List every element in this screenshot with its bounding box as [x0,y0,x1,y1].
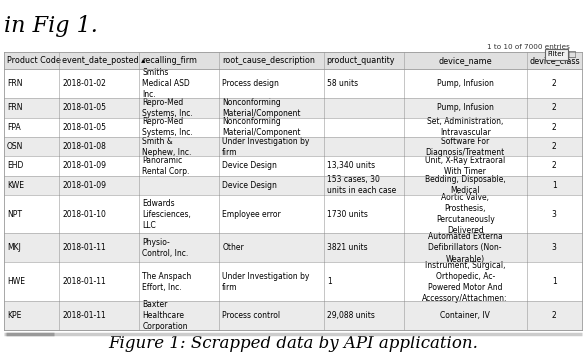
Text: Other: Other [222,243,244,252]
Text: OSN: OSN [7,142,23,151]
Text: 29,088 units: 29,088 units [327,311,374,320]
Text: Repro-Med
Systems, Inc.: Repro-Med Systems, Inc. [142,117,193,138]
Text: NPT: NPT [7,210,22,219]
Text: KWE: KWE [7,181,24,190]
Bar [4,98,582,118]
Text: 2: 2 [552,103,557,112]
Text: 153 cases, 30
units in each case: 153 cases, 30 units in each case [327,175,396,195]
Text: MKJ: MKJ [7,243,21,252]
Text: 2: 2 [552,142,557,151]
Bar [4,52,582,69]
Text: Pump, Infusion: Pump, Infusion [437,103,493,112]
Text: 2: 2 [552,79,557,88]
Text: 2018-01-11: 2018-01-11 [62,311,106,320]
Text: The Anspach
Effort, Inc.: The Anspach Effort, Inc. [142,272,192,292]
Text: event_date_posted ▴: event_date_posted ▴ [62,56,145,65]
Text: 2: 2 [552,311,557,320]
Text: Instrument, Surgical,
Orthopedic, Ac-
Powered Motor And
Accessory/Attachmen:: Instrument, Surgical, Orthopedic, Ac- Po… [423,261,508,303]
Text: Process control: Process control [222,311,280,320]
Text: Smith &
Nephew, Inc.: Smith & Nephew, Inc. [142,136,192,157]
Bar [4,195,582,234]
Bar [4,301,582,330]
Text: 2018-01-02: 2018-01-02 [62,79,106,88]
Bar [4,137,582,156]
Text: Nonconforming
Material/Component: Nonconforming Material/Component [222,98,301,118]
Text: 3: 3 [552,243,557,252]
Bar [4,118,582,137]
Text: □: □ [567,49,575,58]
Text: recalling_firm: recalling_firm [142,56,197,65]
Text: FRN: FRN [7,79,22,88]
Text: EHD: EHD [7,161,23,170]
Bar [4,262,582,301]
Text: Edwards
Lifesciences,
LLC: Edwards Lifesciences, LLC [142,199,191,230]
Text: 2: 2 [552,123,557,132]
Text: 13,340 units: 13,340 units [327,161,375,170]
FancyBboxPatch shape [544,49,567,59]
Text: KPE: KPE [7,311,21,320]
Text: Aortic Valve,
Prosthesis,
Percutaneously
Delivered: Aortic Valve, Prosthesis, Percutaneously… [436,193,495,235]
Text: 2018-01-05: 2018-01-05 [62,123,106,132]
Text: 1 to 10 of 7000 entries: 1 to 10 of 7000 entries [487,44,570,50]
Text: Under Investigation by
firm: Under Investigation by firm [222,272,309,292]
Text: Physio-
Control, Inc.: Physio- Control, Inc. [142,238,189,258]
Text: Figure 1: Scrapped data by API application.: Figure 1: Scrapped data by API applicati… [108,335,478,352]
Text: device_class: device_class [529,56,580,65]
Text: 2018-01-09: 2018-01-09 [62,161,106,170]
Text: FPA: FPA [7,123,21,132]
Text: 58 units: 58 units [327,79,358,88]
Text: Baxter
Healthcare
Corporation: Baxter Healthcare Corporation [142,300,188,331]
Text: 2018-01-10: 2018-01-10 [62,210,106,219]
Text: Product Code: Product Code [7,56,61,65]
Text: 3821 units: 3821 units [327,243,367,252]
Text: HWE: HWE [7,277,25,286]
Text: 2018-01-09: 2018-01-09 [62,181,106,190]
Text: in Fig 1.: in Fig 1. [4,15,98,37]
Text: root_cause_description: root_cause_description [222,56,315,65]
Text: FRN: FRN [7,103,22,112]
Text: Device Design: Device Design [222,181,277,190]
Text: 1730 units: 1730 units [327,210,367,219]
Text: 2018-01-08: 2018-01-08 [62,142,106,151]
Text: 1: 1 [552,277,557,286]
Text: product_quantity: product_quantity [327,56,395,65]
Text: Process design: Process design [222,79,279,88]
Text: 2018-01-11: 2018-01-11 [62,277,106,286]
Text: Filter: Filter [547,51,565,57]
Text: Repro-Med
Systems, Inc.: Repro-Med Systems, Inc. [142,98,193,118]
Text: 2018-01-05: 2018-01-05 [62,103,106,112]
Text: Automated Externa
Defibrillators (Non-
Wearable): Automated Externa Defibrillators (Non- W… [428,232,503,264]
Bar [4,69,582,98]
Text: Bedding, Disposable,
Medical: Bedding, Disposable, Medical [425,175,506,195]
Text: 2018-01-11: 2018-01-11 [62,243,106,252]
Text: 2: 2 [552,161,557,170]
Text: Pump, Infusion: Pump, Infusion [437,79,493,88]
Bar [4,234,582,262]
Bar [4,176,582,195]
Text: Under Investigation by
firm: Under Investigation by firm [222,136,309,157]
Text: Nonconforming
Material/Component: Nonconforming Material/Component [222,117,301,138]
Text: Software For
Diagnosis/Treatment: Software For Diagnosis/Treatment [425,136,505,157]
Text: Unit, X-Ray Extraoral
With Timer: Unit, X-Ray Extraoral With Timer [425,156,505,176]
Text: Container, IV: Container, IV [440,311,490,320]
Text: 1: 1 [552,181,557,190]
Text: Employee error: Employee error [222,210,281,219]
Text: 3: 3 [552,210,557,219]
Text: Set, Administration,
Intravascular: Set, Administration, Intravascular [427,117,503,138]
Bar [4,156,582,176]
Text: 1: 1 [327,277,332,286]
Text: Panoramic
Rental Corp.: Panoramic Rental Corp. [142,156,190,176]
Text: device_name: device_name [438,56,492,65]
Text: Device Design: Device Design [222,161,277,170]
Text: Smiths
Medical ASD
Inc.: Smiths Medical ASD Inc. [142,68,190,99]
